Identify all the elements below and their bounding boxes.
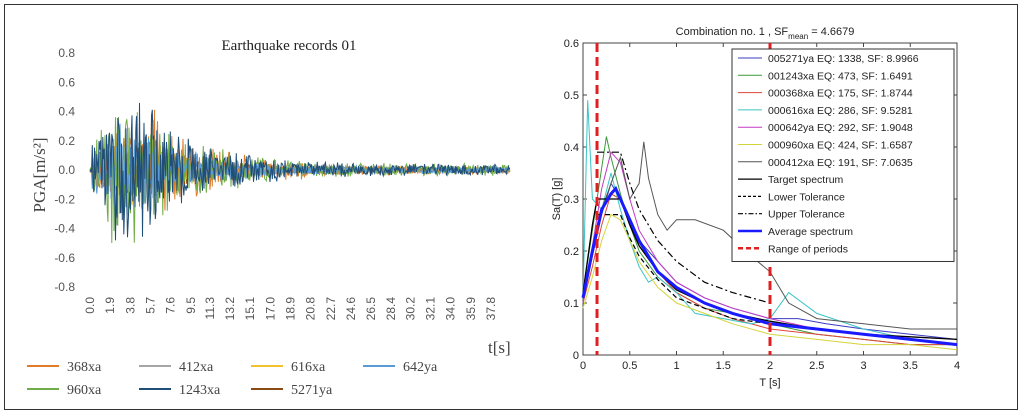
right-legend-box bbox=[731, 48, 955, 262]
figure-canvas: Earthquake records 01 PGA[m/s²] t[s] 0.8… bbox=[27, 26, 960, 398]
right-series-line bbox=[582, 100, 958, 346]
right-x-tick-label: 0 bbox=[580, 360, 586, 372]
right-chart-title: Combination no. 1 , SFmean = 4.6679 bbox=[676, 26, 855, 41]
left-x-tick-label: 35.9 bbox=[464, 297, 478, 321]
right-legend-label: Target spectrum bbox=[768, 174, 844, 186]
left-y-tick-label: -0.8 bbox=[54, 280, 75, 294]
right-legend-label: 005271ya EQ: 1338, SF: 8.9966 bbox=[768, 53, 919, 65]
left-legend-label: 642ya bbox=[403, 360, 438, 375]
right-series-line bbox=[582, 193, 957, 346]
right-legend-label: 001243xa EQ: 473, SF: 1.6491 bbox=[768, 70, 913, 82]
right-x-tick-label: 3 bbox=[860, 360, 866, 372]
right-legend-label: 000960xa EQ: 424, SF: 1.6587 bbox=[768, 140, 913, 152]
left-x-tick-label: 17.0 bbox=[263, 297, 277, 321]
left-x-tick-label: 7.6 bbox=[164, 297, 178, 314]
left-x-tick-label: 26.5 bbox=[364, 297, 378, 321]
left-chart-title: Earthquake records 01 bbox=[222, 38, 357, 54]
left-x-tick-label: 0.0 bbox=[83, 297, 97, 314]
left-legend: 368xa 412xa 616xa 642ya 960xa 1243xa 5271ya bbox=[27, 360, 438, 398]
right-legend: 005271ya EQ: 1338, SF: 8.9966 001243xa EQ… bbox=[731, 48, 955, 262]
left-y-axis-label: PGA[m/s²] bbox=[30, 138, 49, 213]
left-x-tick-label: 37.8 bbox=[484, 297, 498, 321]
left-x-tick-label: 30.2 bbox=[403, 297, 417, 321]
right-series-line bbox=[581, 185, 958, 347]
left-x-tick-label: 28.4 bbox=[384, 297, 398, 321]
left-x-tick-label: 5.7 bbox=[143, 297, 157, 314]
left-y-tick-label: 0.8 bbox=[58, 46, 75, 60]
left-x-tick-label: 32.1 bbox=[423, 297, 437, 321]
right-title-subscript: mean bbox=[788, 32, 808, 41]
left-y-tick-label: 0.0 bbox=[58, 163, 75, 177]
right-legend-label: Lower Tolerance bbox=[768, 191, 845, 203]
right-legend-label: 000616xa EQ: 286, SF: 9.5281 bbox=[768, 105, 913, 117]
left-y-tick-label: -0.2 bbox=[54, 192, 75, 206]
left-x-tick-label: 1.9 bbox=[103, 297, 117, 314]
right-x-axis-label: T [s] bbox=[759, 377, 780, 389]
left-y-ticks: 0.8 0.6 0.4 0.2 0.0 -0.2 -0.4 -0.6 -0.8 bbox=[54, 46, 75, 294]
right-title-main: Combination no. 1 , SF bbox=[676, 26, 789, 38]
right-y-tick-label: 0 bbox=[573, 350, 579, 362]
left-y-tick-label: 0.4 bbox=[58, 105, 75, 119]
left-y-tick-label: 0.2 bbox=[58, 134, 75, 148]
left-y-tick-label: 0.6 bbox=[58, 75, 75, 89]
right-y-tick-label: 0.5 bbox=[564, 90, 579, 102]
right-x-tick-label: 1.5 bbox=[716, 360, 731, 372]
right-series-line bbox=[597, 151, 771, 304]
left-x-tick-label: 20.8 bbox=[304, 297, 318, 321]
left-x-tick-label: 9.5 bbox=[184, 297, 198, 314]
left-legend-label: 1243xa bbox=[179, 383, 221, 398]
left-x-tick-label: 24.6 bbox=[344, 297, 358, 321]
right-x-tick-label: 2.5 bbox=[809, 360, 824, 372]
right-y-axis-label: Sa(T) [g] bbox=[551, 178, 563, 221]
left-x-ticks: 0.0 1.9 3.8 5.7 7.6 9.5 11.3 13.2 15.1 17.0 18.9 20… bbox=[83, 297, 498, 321]
right-legend-label: Average spectrum bbox=[768, 226, 853, 238]
right-y-tick-label: 0.2 bbox=[564, 246, 579, 258]
right-y-tick-label: 0.1 bbox=[564, 298, 579, 310]
left-legend-label: 368xa bbox=[67, 360, 102, 375]
left-legend-label: 412xa bbox=[179, 360, 214, 375]
right-series-line bbox=[597, 214, 771, 325]
right-y-tick-label: 0.4 bbox=[564, 142, 579, 154]
left-legend-label: 960xa bbox=[67, 383, 102, 398]
right-x-tick-label: 2 bbox=[767, 360, 773, 372]
left-x-tick-label: 15.1 bbox=[243, 297, 257, 321]
right-legend-label: 000412xa EQ: 191, SF: 7.0635 bbox=[768, 157, 913, 169]
right-y-tick-label: 0.6 bbox=[564, 38, 579, 50]
right-legend-label: 000368xa EQ: 175, SF: 1.8744 bbox=[768, 88, 913, 100]
right-x-tick-label: 3.5 bbox=[903, 360, 918, 372]
left-legend-label: 5271ya bbox=[291, 383, 333, 398]
left-y-tick-label: -0.4 bbox=[54, 222, 75, 236]
left-x-tick-label: 11.3 bbox=[203, 297, 217, 320]
left-series-1243xa bbox=[89, 102, 511, 241]
left-chart: Earthquake records 01 PGA[m/s²] t[s] 0.8… bbox=[27, 38, 511, 398]
right-x-tick-label: 4 bbox=[954, 360, 960, 372]
left-x-tick-label: 34.0 bbox=[444, 297, 458, 321]
right-title-suffix: = 4.6679 bbox=[808, 26, 854, 38]
right-series-group bbox=[581, 43, 958, 355]
left-x-tick-label: 22.7 bbox=[324, 297, 338, 321]
right-y-tick-label: 0.3 bbox=[564, 194, 579, 206]
left-y-tick-label: -0.6 bbox=[54, 251, 75, 265]
figure-frame: Earthquake records 01 PGA[m/s²] t[s] 0.8… bbox=[4, 4, 1018, 410]
right-legend-label: 000642ya EQ: 292, SF: 1.9048 bbox=[768, 122, 913, 134]
left-x-tick-label: 13.2 bbox=[223, 297, 237, 321]
left-x-axis-label: t[s] bbox=[488, 338, 511, 357]
right-x-tick-label: 1 bbox=[673, 360, 679, 372]
left-x-tick-label: 3.8 bbox=[123, 297, 137, 314]
right-series-line bbox=[582, 141, 957, 330]
right-chart: Combination no. 1 , SFmean = 4.6679 Sa(T… bbox=[551, 26, 960, 389]
right-legend-label: Range of periods bbox=[768, 243, 848, 255]
right-legend-label: Upper Tolerance bbox=[768, 209, 845, 221]
right-ticks: 0 0.5 1 1.5 2 2.5 3 3.5 4 0 0.1 0.2 0.3 0.4 0.5 0.6 bbox=[564, 38, 960, 372]
right-x-tick-label: 0.5 bbox=[622, 360, 637, 372]
left-series-group bbox=[89, 102, 511, 244]
left-legend-label: 616xa bbox=[291, 360, 326, 375]
left-x-tick-label: 18.9 bbox=[283, 297, 297, 321]
right-series-line bbox=[582, 213, 958, 351]
